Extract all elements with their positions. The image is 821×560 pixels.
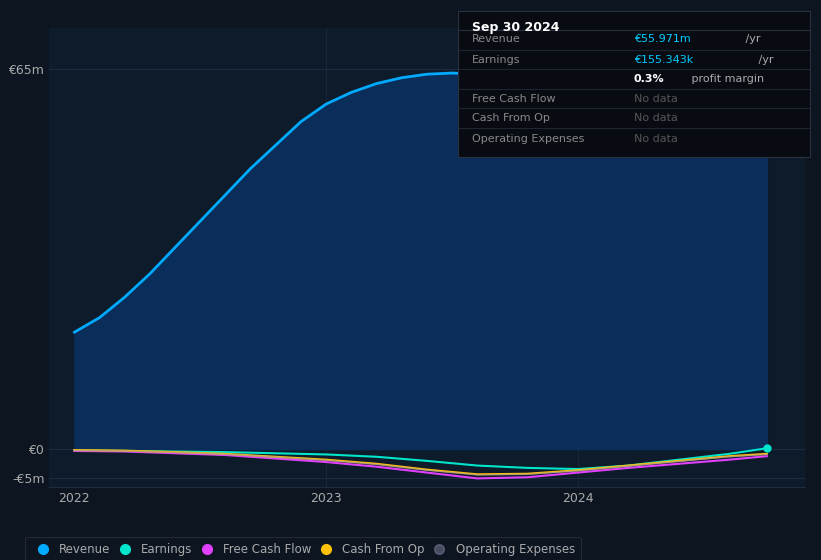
Text: Revenue: Revenue <box>472 35 521 44</box>
Text: /yr: /yr <box>755 55 773 65</box>
Text: €155.343k: €155.343k <box>634 55 693 65</box>
Text: Free Cash Flow: Free Cash Flow <box>472 94 556 104</box>
Text: Cash From Op: Cash From Op <box>472 113 550 123</box>
Text: No data: No data <box>634 94 677 104</box>
Text: 0.3%: 0.3% <box>634 74 664 84</box>
Legend: Revenue, Earnings, Free Cash Flow, Cash From Op, Operating Expenses: Revenue, Earnings, Free Cash Flow, Cash … <box>25 537 580 560</box>
Text: No data: No data <box>634 133 677 143</box>
Text: Operating Expenses: Operating Expenses <box>472 133 585 143</box>
Text: /yr: /yr <box>741 35 760 44</box>
Text: €55.971m: €55.971m <box>634 35 690 44</box>
Text: No data: No data <box>634 113 677 123</box>
Text: Sep 30 2024: Sep 30 2024 <box>472 21 560 34</box>
Text: profit margin: profit margin <box>688 74 764 84</box>
Text: Earnings: Earnings <box>472 55 521 65</box>
